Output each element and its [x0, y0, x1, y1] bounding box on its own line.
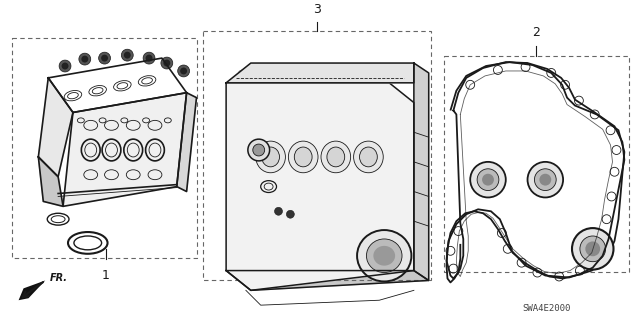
Ellipse shape — [328, 67, 344, 75]
Circle shape — [161, 57, 173, 69]
Circle shape — [59, 60, 71, 72]
Ellipse shape — [327, 147, 345, 167]
Circle shape — [163, 60, 170, 67]
Circle shape — [124, 52, 131, 59]
Ellipse shape — [540, 174, 551, 186]
Polygon shape — [226, 271, 429, 290]
Ellipse shape — [295, 67, 311, 75]
Circle shape — [61, 63, 68, 70]
Text: FR.: FR. — [50, 273, 68, 284]
Ellipse shape — [357, 230, 412, 281]
Ellipse shape — [323, 64, 349, 78]
Circle shape — [143, 52, 155, 64]
Ellipse shape — [580, 236, 605, 262]
Ellipse shape — [367, 239, 402, 272]
Ellipse shape — [289, 141, 318, 173]
Ellipse shape — [353, 141, 383, 173]
Circle shape — [275, 207, 282, 215]
Circle shape — [99, 52, 111, 64]
Circle shape — [101, 55, 108, 62]
Polygon shape — [19, 280, 45, 300]
Circle shape — [178, 65, 189, 77]
Ellipse shape — [482, 174, 494, 186]
Ellipse shape — [470, 162, 506, 197]
Ellipse shape — [477, 169, 499, 190]
Text: 1: 1 — [102, 269, 109, 282]
Ellipse shape — [294, 147, 312, 167]
Ellipse shape — [360, 67, 376, 75]
Ellipse shape — [262, 67, 278, 75]
Bar — [444, 56, 629, 271]
Ellipse shape — [572, 228, 614, 270]
Polygon shape — [38, 157, 63, 206]
Ellipse shape — [321, 141, 351, 173]
Circle shape — [81, 56, 88, 63]
Circle shape — [145, 55, 152, 62]
Ellipse shape — [291, 64, 316, 78]
Polygon shape — [414, 63, 429, 280]
Text: SWA4E2000: SWA4E2000 — [522, 304, 570, 313]
Circle shape — [79, 53, 91, 65]
Polygon shape — [38, 78, 73, 177]
Ellipse shape — [256, 141, 285, 173]
Circle shape — [122, 49, 133, 61]
Ellipse shape — [248, 139, 269, 161]
Polygon shape — [226, 83, 414, 290]
Text: 3: 3 — [313, 3, 321, 16]
Bar — [12, 38, 198, 258]
Ellipse shape — [586, 241, 600, 256]
Polygon shape — [63, 93, 187, 206]
Ellipse shape — [356, 64, 381, 78]
Ellipse shape — [262, 147, 280, 167]
Bar — [204, 32, 431, 280]
Ellipse shape — [373, 246, 395, 266]
Polygon shape — [226, 63, 414, 83]
Circle shape — [287, 210, 294, 218]
Ellipse shape — [360, 147, 378, 167]
Ellipse shape — [258, 64, 284, 78]
Polygon shape — [177, 93, 196, 191]
Ellipse shape — [527, 162, 563, 197]
Ellipse shape — [534, 169, 556, 190]
Ellipse shape — [253, 144, 265, 156]
Circle shape — [180, 68, 187, 74]
Text: 2: 2 — [532, 26, 540, 39]
